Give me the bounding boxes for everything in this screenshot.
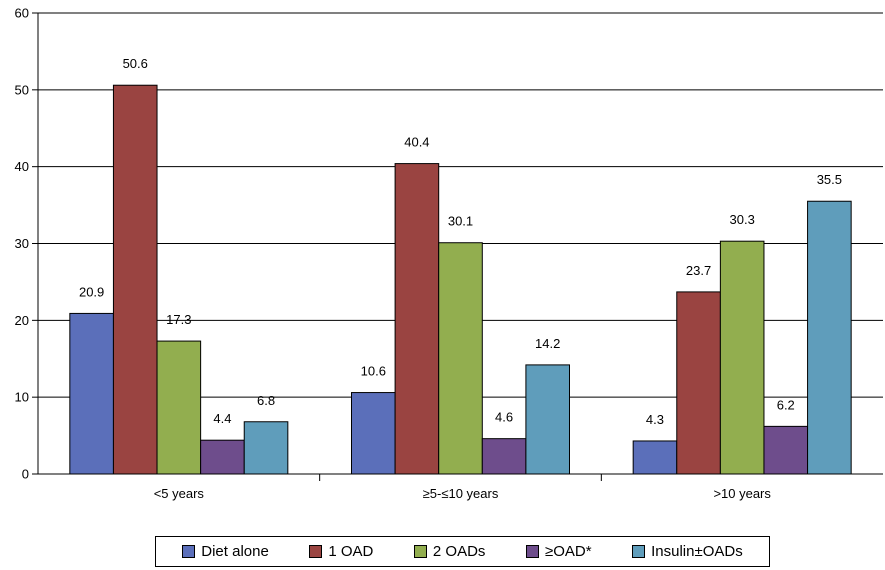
bar	[676, 291, 721, 475]
bar	[807, 200, 852, 475]
y-tick-label: 10	[15, 390, 29, 405]
legend-label: Insulin±OADs	[651, 543, 743, 560]
data-label: 4.6	[495, 410, 513, 425]
bar	[394, 163, 440, 475]
legend-item: Insulin±OADs	[632, 543, 743, 560]
bar	[243, 421, 289, 475]
bar	[112, 84, 158, 475]
y-tick-label: 50	[15, 82, 29, 97]
data-label: 10.6	[361, 364, 386, 379]
legend-label: 1 OAD	[328, 543, 374, 560]
y-tick-label: 30	[15, 236, 29, 251]
bar	[481, 438, 527, 475]
data-label: 4.3	[646, 412, 664, 427]
legend-swatch	[182, 545, 196, 558]
legend-item: ≥OAD*	[525, 543, 592, 560]
data-label: 14.2	[535, 336, 560, 351]
data-label: 30.3	[730, 212, 755, 227]
x-category-label: ≥5-≤10 years	[423, 486, 499, 501]
bar	[632, 440, 678, 475]
bar	[156, 340, 202, 475]
data-label: 17.3	[166, 312, 191, 327]
data-label: 6.8	[257, 393, 275, 408]
y-tick-label: 60	[15, 6, 29, 21]
bar	[438, 242, 483, 475]
bar	[200, 439, 245, 475]
data-label: 35.5	[817, 172, 842, 187]
legend-label: Diet alone	[201, 543, 269, 560]
bar	[351, 392, 396, 475]
y-tick-label: 20	[15, 313, 29, 328]
legend-label: ≥OAD*	[544, 543, 592, 560]
bar	[69, 312, 114, 475]
bar	[525, 364, 571, 475]
legend-swatch	[309, 545, 323, 558]
chart-legend: Diet alone 1 OAD 2 OADs ≥OAD* Insulin±OADs	[155, 536, 770, 567]
data-label: 4.4	[213, 411, 231, 426]
x-category-label: <5 years	[154, 486, 205, 501]
bar	[763, 425, 809, 475]
bar	[719, 240, 765, 475]
legend-item: 1 OAD	[309, 543, 373, 560]
data-label: 30.1	[448, 214, 473, 229]
y-tick-label: 0	[22, 467, 29, 482]
legend-label: 2 OADs	[432, 543, 486, 560]
data-label: 50.6	[123, 56, 148, 71]
legend-swatch	[413, 545, 427, 558]
legend-swatch	[632, 545, 646, 558]
data-label: 40.4	[404, 135, 429, 150]
data-label: 6.2	[777, 397, 795, 412]
data-label: 20.9	[79, 284, 104, 299]
y-tick-label: 40	[15, 159, 29, 174]
legend-swatch	[525, 545, 539, 558]
data-label: 23.7	[686, 263, 711, 278]
legend-item: Diet alone	[182, 543, 269, 560]
legend-item: 2 OADs	[413, 543, 486, 560]
x-category-label: >10 years	[713, 486, 771, 501]
